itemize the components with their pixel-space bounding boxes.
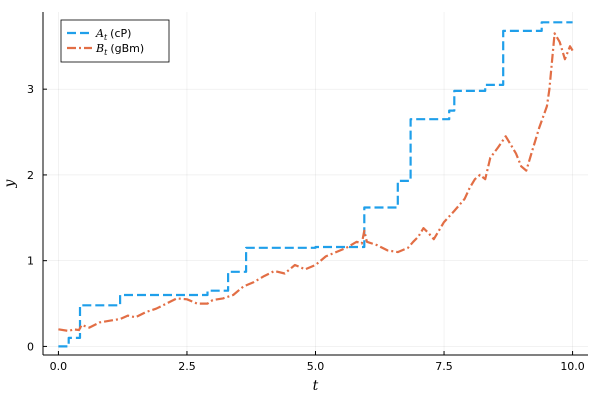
y-tick-label: 1	[27, 255, 34, 268]
axes	[42, 12, 588, 356]
x-axis-label: t	[313, 378, 319, 394]
legend-unit: (gBm)	[110, 42, 144, 55]
legend-var: B	[95, 42, 104, 55]
legend-sub: t	[104, 48, 108, 57]
legend-entry: At (cP)	[95, 27, 131, 42]
legend-box	[60, 19, 170, 63]
legend-sub: t	[104, 33, 108, 42]
series-layer	[58, 21, 574, 348]
legend-var: A	[95, 27, 104, 40]
x-tick-label: 10.0	[560, 360, 585, 373]
tick-labels: 0.0 2.5 5.0 7.5 10.0 0 1 2 3	[27, 83, 585, 373]
x-tick-label: 7.5	[435, 360, 453, 373]
y-tick-label: 2	[27, 169, 34, 182]
x-tick-label: 0.0	[50, 360, 68, 373]
legend: At (cP)Bt (gBm)	[60, 19, 170, 63]
legend-entry: Bt (gBm)	[95, 42, 144, 57]
series-line-a	[58, 21, 573, 348]
y-tick-label: 0	[27, 340, 34, 353]
y-tick-label: 3	[27, 83, 34, 96]
y-axis-label: y	[2, 178, 18, 188]
series-line-b	[58, 32, 574, 333]
x-tick-label: 2.5	[178, 360, 196, 373]
x-tick-label: 5.0	[307, 360, 325, 373]
grid	[43, 12, 588, 355]
legend-unit: (cP)	[110, 27, 131, 40]
